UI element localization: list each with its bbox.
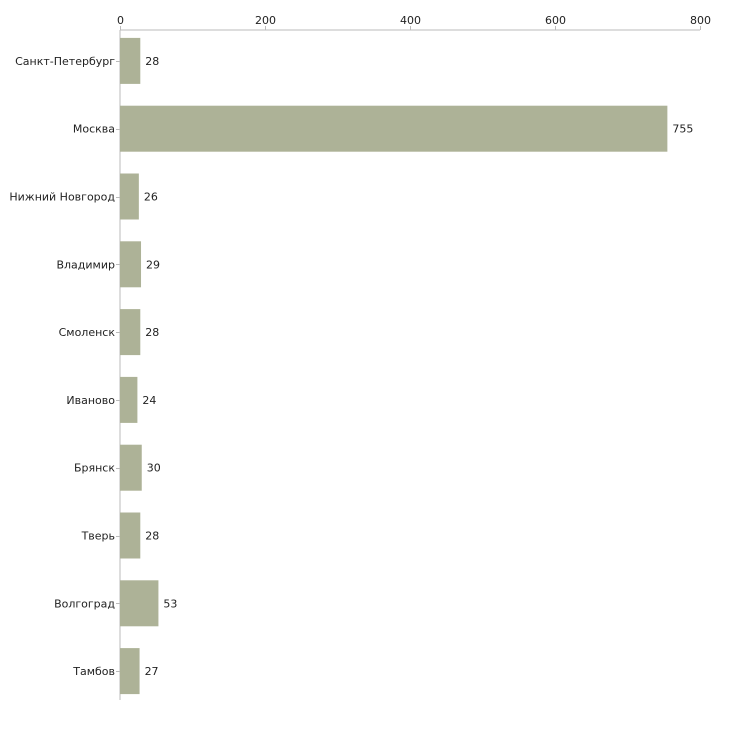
bar — [120, 648, 140, 695]
data-label: 28 — [145, 530, 159, 543]
data-label: 29 — [146, 258, 160, 271]
x-tick-label: 800 — [690, 14, 711, 27]
x-tick-label: 0 — [117, 14, 124, 27]
category-label: Брянск — [74, 462, 115, 475]
bar — [120, 105, 668, 152]
x-tick-label: 400 — [400, 14, 421, 27]
bar — [120, 173, 139, 220]
chart-bars — [120, 37, 668, 695]
data-label: 28 — [145, 55, 159, 68]
bar — [120, 241, 142, 288]
bar — [120, 309, 141, 356]
category-label: Москва — [73, 123, 115, 136]
data-label: 30 — [147, 462, 161, 475]
category-label: Тамбов — [72, 665, 115, 678]
x-tick-label: 200 — [255, 14, 276, 27]
data-label: 755 — [672, 123, 693, 136]
x-tick-label: 600 — [545, 14, 566, 27]
value-labels: 28 755 26 29 28 24 30 28 53 27 — [142, 55, 693, 678]
category-labels: Санкт-Петербург Москва Нижний Новгород Влад… — [9, 55, 115, 678]
category-label: Владимир — [56, 258, 115, 271]
bar — [120, 580, 159, 627]
bar — [120, 376, 138, 423]
bar — [120, 37, 141, 84]
category-label: Нижний Новгород — [9, 191, 115, 204]
category-label: Санкт-Петербург — [15, 55, 115, 68]
bar — [120, 512, 141, 559]
data-label: 53 — [163, 597, 177, 610]
data-label: 28 — [145, 326, 159, 339]
data-label: 26 — [144, 191, 158, 204]
category-label: Иваново — [66, 394, 115, 407]
category-label: Волгоград — [54, 597, 115, 610]
category-label: Смоленск — [59, 326, 116, 339]
category-label: Тверь — [81, 530, 115, 543]
data-label: 24 — [142, 394, 156, 407]
bar — [120, 444, 142, 491]
data-label: 27 — [145, 665, 159, 678]
